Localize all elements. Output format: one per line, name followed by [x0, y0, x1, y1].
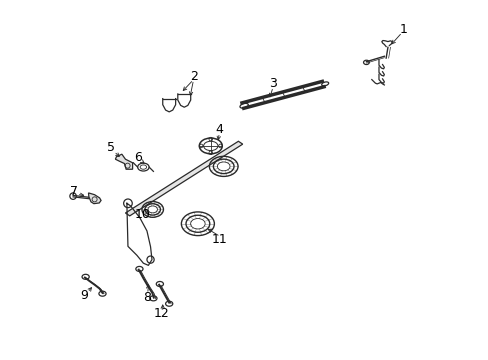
Text: 1: 1: [399, 23, 407, 36]
Text: 3: 3: [269, 77, 277, 90]
Text: 12: 12: [154, 307, 169, 320]
Text: 8: 8: [142, 291, 151, 304]
Text: 9: 9: [80, 289, 88, 302]
Text: 6: 6: [134, 151, 142, 164]
Text: 4: 4: [215, 122, 223, 136]
Polygon shape: [88, 193, 101, 204]
Polygon shape: [115, 154, 132, 169]
Text: 2: 2: [189, 69, 197, 82]
Text: 10: 10: [134, 208, 150, 221]
Text: 5: 5: [107, 141, 115, 154]
Text: 11: 11: [211, 233, 227, 246]
Text: 7: 7: [70, 185, 78, 198]
Polygon shape: [125, 141, 242, 216]
